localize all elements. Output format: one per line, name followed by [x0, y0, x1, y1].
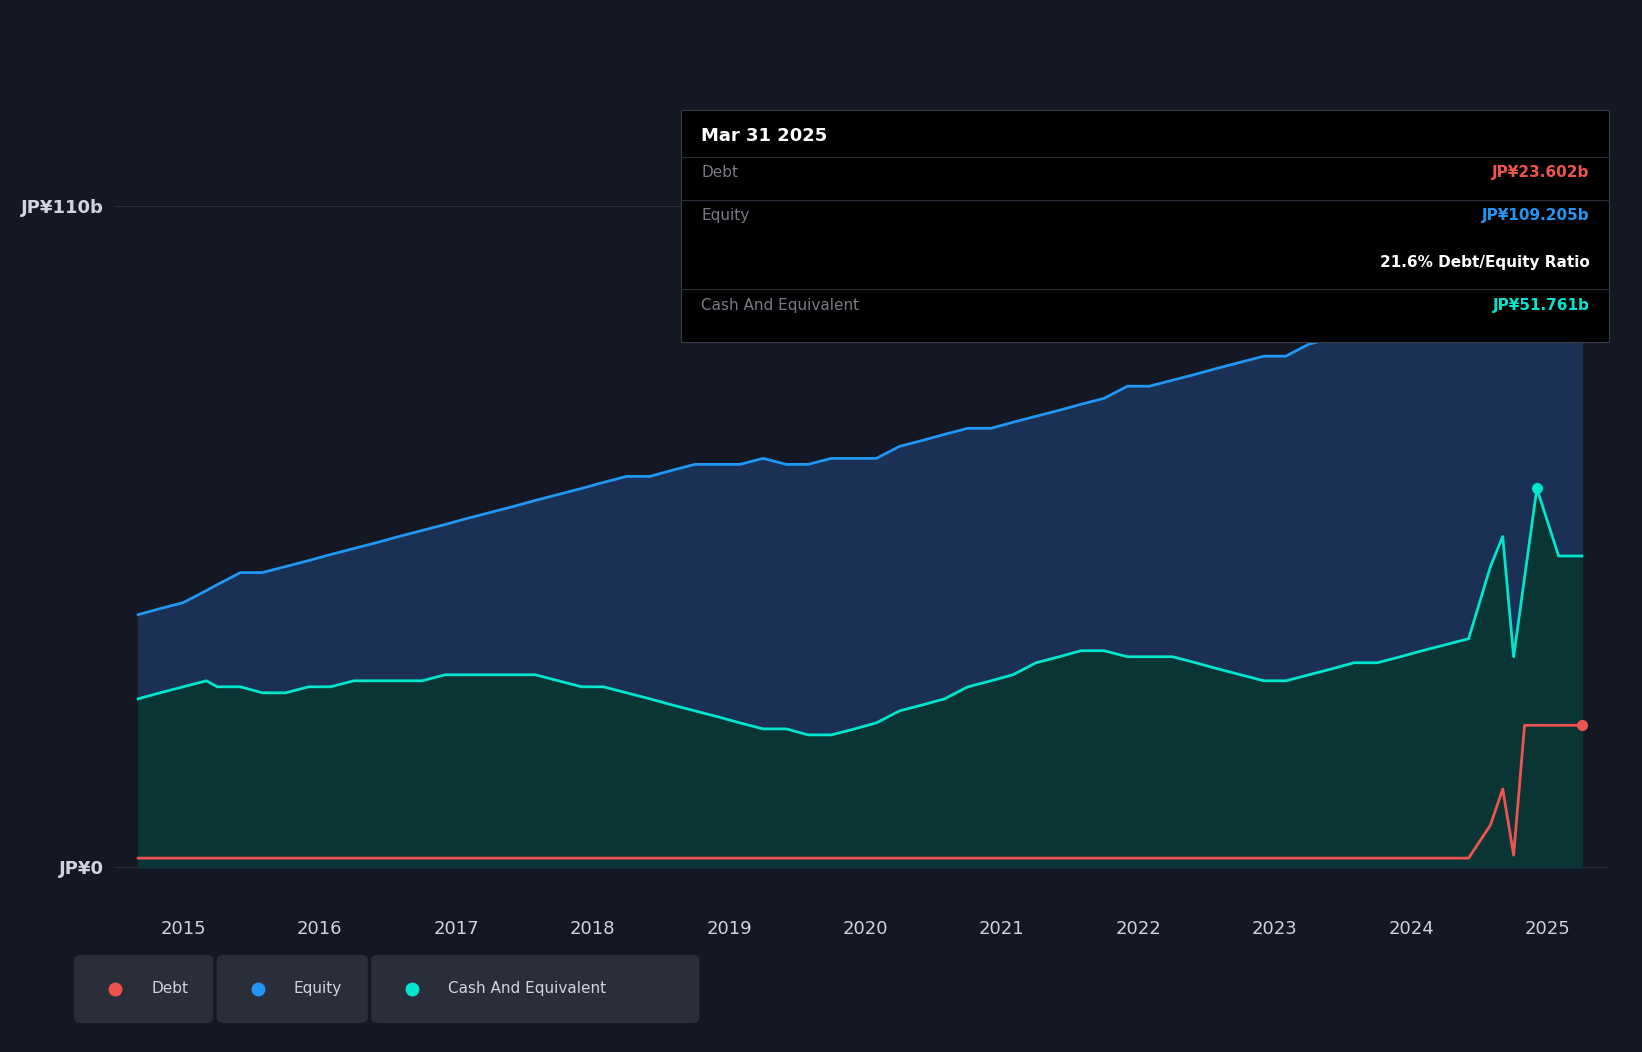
Text: 21.6% Debt/Equity Ratio: 21.6% Debt/Equity Ratio [1379, 255, 1589, 269]
Text: JP¥109.205b: JP¥109.205b [1481, 208, 1589, 223]
Text: Cash And Equivalent: Cash And Equivalent [701, 298, 859, 312]
Text: JP¥51.761b: JP¥51.761b [1493, 298, 1589, 312]
Text: JP¥23.602b: JP¥23.602b [1493, 165, 1589, 180]
Text: Mar 31 2025: Mar 31 2025 [701, 127, 828, 145]
Text: Debt: Debt [701, 165, 739, 180]
Text: Debt: Debt [151, 982, 189, 996]
Text: Equity: Equity [294, 982, 342, 996]
Text: Cash And Equivalent: Cash And Equivalent [448, 982, 606, 996]
Text: Equity: Equity [701, 208, 749, 223]
